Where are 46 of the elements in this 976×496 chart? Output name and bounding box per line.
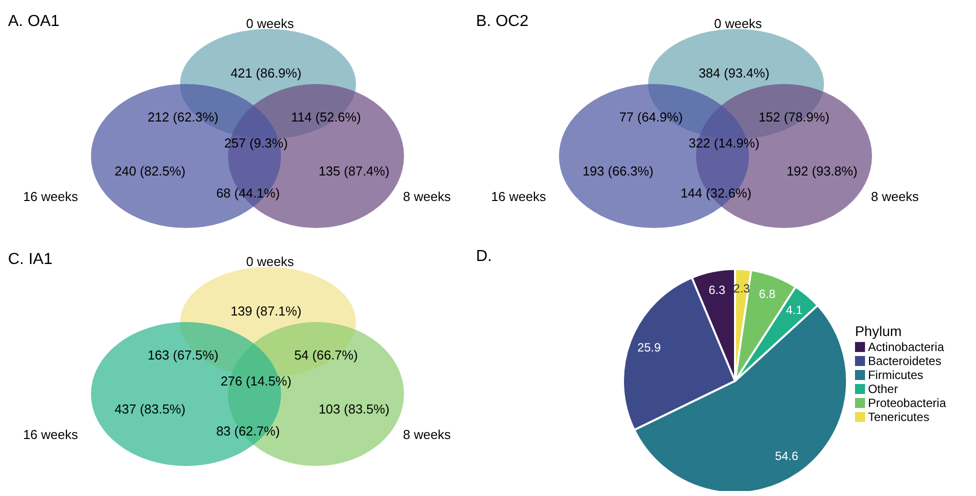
data-label: 6.3 xyxy=(708,283,726,298)
legend-label: Proteobacteria xyxy=(868,396,946,410)
text: 152 (78.9%) xyxy=(758,109,830,124)
text: 83 (62.7%) xyxy=(216,423,280,438)
text: 103 (83.5%) xyxy=(318,401,390,416)
text: 114 (52.6%) xyxy=(291,109,361,124)
text: 240 (82.5%) xyxy=(114,163,186,178)
legend-label: Actinobacteria xyxy=(868,340,944,354)
text: D. xyxy=(476,248,492,266)
legend-label: Firmicutes xyxy=(868,368,924,382)
data-label: 54.6 xyxy=(774,449,799,464)
text: 437 (83.5%) xyxy=(114,401,186,416)
text: 139 (87.1%) xyxy=(230,303,302,318)
text: 192 (93.8%) xyxy=(786,163,858,178)
category-label: 16 weeks xyxy=(23,427,78,442)
data-label: 4.1 xyxy=(786,302,803,317)
text: 135 (87.4%) xyxy=(318,163,390,178)
text: 276 (14.5%) xyxy=(220,373,292,388)
text: 193 (66.3%) xyxy=(582,163,654,178)
category-label: 0 weeks xyxy=(246,254,294,269)
category-label: 16 weeks xyxy=(491,189,546,204)
text: 77 (64.9%) xyxy=(619,109,683,124)
text: 212 (62.3%) xyxy=(148,109,218,124)
text: 322 (14.9%) xyxy=(688,135,760,150)
text: C. IA1 xyxy=(8,251,53,268)
text: 68 (44.1%) xyxy=(216,185,280,200)
text: 163 (67.5%) xyxy=(148,347,218,362)
category-label: 8 weeks xyxy=(403,189,452,204)
legend-label: Bacteroidetes xyxy=(868,354,942,368)
category-label: 16 weeks xyxy=(23,189,78,204)
text: 144 (32.6%) xyxy=(680,185,752,200)
text: A. OA1 xyxy=(8,13,60,30)
category-label: 0 weeks xyxy=(246,16,294,31)
category-label: 8 weeks xyxy=(403,427,452,442)
text: 421 (86.9%) xyxy=(230,65,302,80)
text: 257 (9.3%) xyxy=(224,135,288,150)
text: 384 (93.4%) xyxy=(698,65,770,80)
legend-label: Other xyxy=(868,382,898,396)
legend-title: Phylum xyxy=(854,322,903,338)
legend-label: Tenericutes xyxy=(868,410,930,424)
data-label: 25.9 xyxy=(637,340,662,355)
text: 54 (66.7%) xyxy=(294,347,358,362)
data-label: 6.8 xyxy=(758,287,776,302)
category-label: 8 weeks xyxy=(871,189,920,204)
text: B. OC2 xyxy=(476,13,529,30)
category-label: 0 weeks xyxy=(714,16,762,31)
